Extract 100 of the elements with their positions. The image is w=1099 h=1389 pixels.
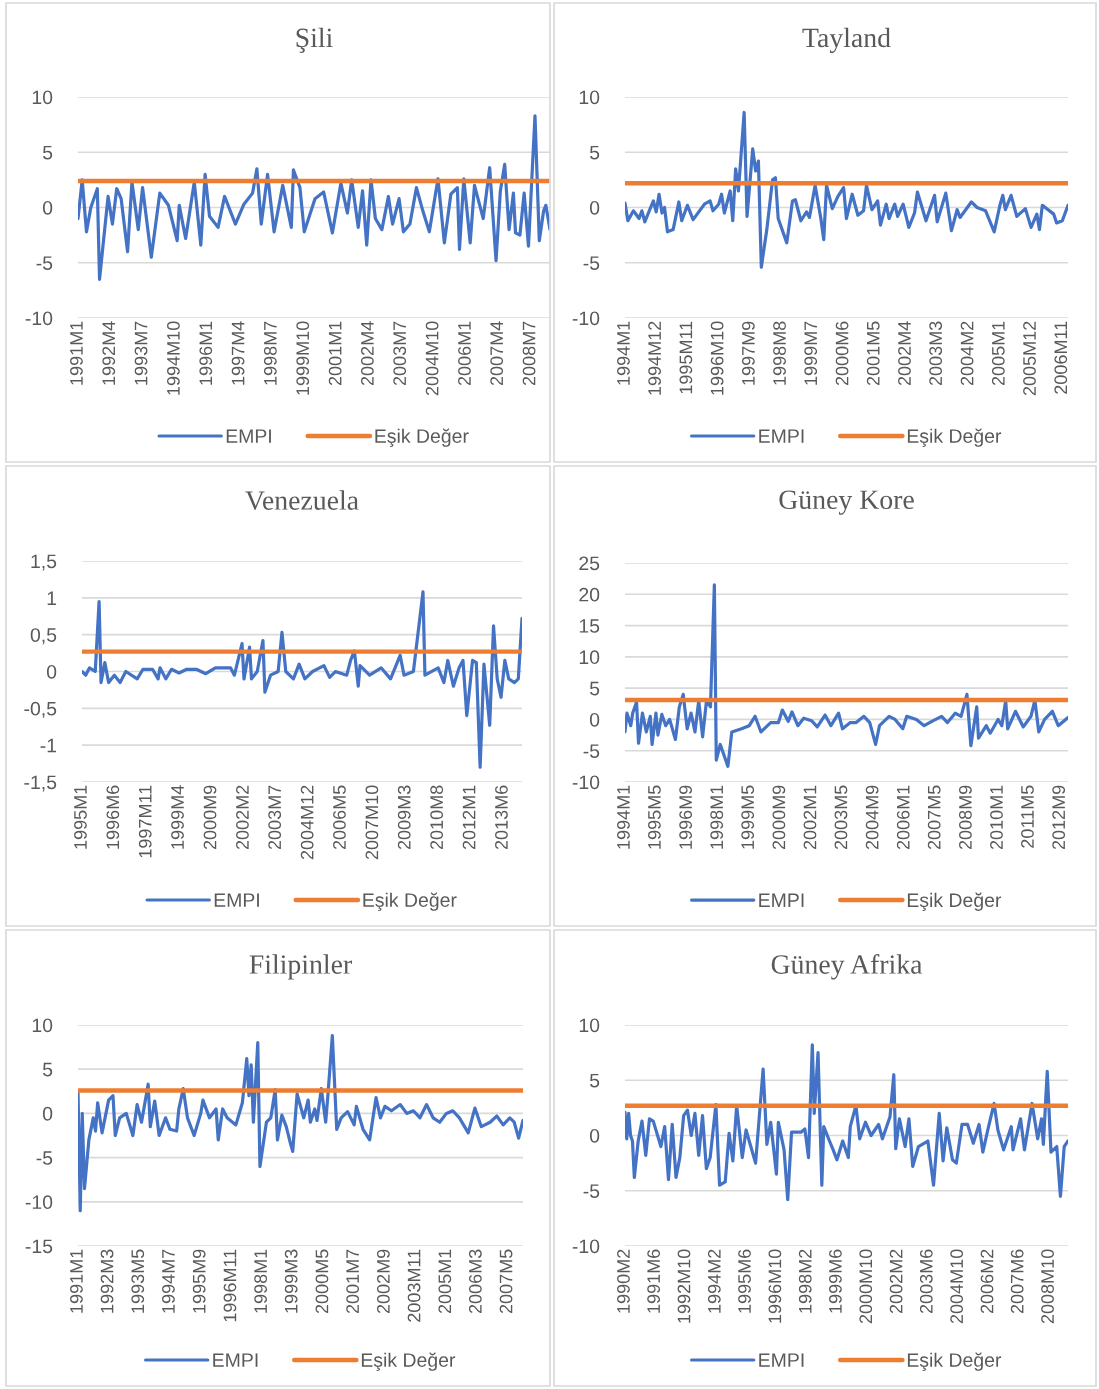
legend-label: Eşik Değer (363, 892, 457, 911)
y-tick-label: -5 (583, 256, 600, 270)
x-tick-label: 2003M3 (929, 321, 943, 386)
x-tick-label: 2007M10 (365, 785, 379, 860)
x-tick-label: 2003M11 (407, 1249, 421, 1322)
line-series (82, 590, 522, 769)
x-tick-label: 2013M6 (495, 785, 508, 850)
chart-title: Güney Kore (779, 490, 914, 515)
x-tick-label: 2000M9 (772, 785, 786, 850)
x-tick-label: 1996M10 (768, 1249, 782, 1323)
x-tick-label: 1998M1 (254, 1249, 268, 1313)
x-tick-label: 2004M2 (960, 321, 974, 386)
y-tick-label: -10 (572, 1239, 600, 1254)
x-tick-label: 2004M12 (300, 785, 314, 860)
chart-title: Şili (296, 27, 333, 53)
y-tick-label: 10 (579, 1018, 600, 1033)
x-tick-label: 2006M1 (896, 785, 910, 850)
x-tick-label: 2008M10 (1041, 1249, 1054, 1324)
x-tick-label: 1995M1 (74, 785, 87, 849)
y-tick-label: 5 (589, 1073, 600, 1088)
x-tick-label: 1992M3 (100, 1249, 114, 1313)
x-tick-label: 1990M2 (617, 1249, 630, 1313)
line-series (625, 583, 1068, 768)
x-tick-label: 1994M7 (162, 1249, 175, 1313)
y-tick-label: -10 (25, 1195, 53, 1210)
y-tick-label: 10 (32, 90, 53, 105)
legend-label: Eşik Değer (375, 428, 469, 447)
x-tick-label: 1996M6 (106, 785, 120, 849)
x-tick-label: 2007M5 (927, 785, 941, 850)
y-tick-label: 0 (589, 200, 600, 215)
x-tick-label: 1996M10 (710, 321, 724, 395)
x-tick-label: 2002M2 (236, 785, 249, 850)
x-tick-label: 1991M1 (70, 321, 83, 385)
x-tick-label: 2004M10 (950, 1249, 964, 1324)
x-tick-label: 2001M5 (866, 321, 880, 386)
legend-label: Eşik Değer (907, 1352, 1002, 1371)
legend-label: EMPI (759, 893, 804, 907)
line-series (78, 1034, 523, 1213)
legend-label: EMPI (214, 893, 259, 907)
y-tick-label: 5 (589, 681, 600, 696)
x-tick-label: 2006M5 (333, 785, 346, 850)
x-tick-label: 1997M4 (231, 321, 245, 385)
x-tick-label: 2001M7 (346, 1249, 360, 1314)
y-tick-label: -10 (572, 775, 600, 790)
x-tick-label: 1991M1 (70, 1249, 83, 1313)
y-tick-label: -5 (583, 744, 600, 758)
x-tick-label: 1998M2 (798, 1249, 812, 1313)
x-tick-label: 1994M12 (648, 321, 662, 395)
x-tick-label: 2003M5 (834, 785, 848, 850)
y-tick-label: -15 (25, 1239, 53, 1254)
x-tick-label: 2003M7 (393, 321, 407, 386)
y-tick-label: -0,5 (24, 701, 57, 718)
y-tick-label: 0 (589, 712, 600, 727)
x-tick-label: 1992M4 (102, 321, 116, 385)
x-tick-label: 1994M1 (617, 321, 630, 385)
x-tick-label: 2008M7 (522, 321, 536, 386)
x-tick-label: 1998M7 (263, 321, 277, 385)
x-tick-label: 2010M8 (430, 785, 444, 850)
x-tick-label: 1993M5 (131, 1249, 145, 1313)
x-tick-label: 2001M1 (328, 321, 342, 386)
legend-label: EMPI (759, 429, 804, 443)
x-tick-label: 1998M1 (710, 785, 724, 849)
y-tick-label: 5 (589, 145, 600, 160)
x-tick-label: 1992M10 (677, 1249, 691, 1323)
x-tick-label: 2003M6 (919, 1249, 933, 1314)
y-tick-label: 1 (47, 591, 57, 605)
x-tick-label: 2010M1 (990, 785, 1003, 850)
y-tick-label: 25 (579, 556, 600, 571)
y-tick-label: 5 (42, 1062, 53, 1077)
x-tick-label: 1999M4 (171, 785, 184, 849)
chart-title: Filipinler (249, 954, 352, 980)
x-tick-label: 2004M9 (865, 785, 879, 850)
chart-title: Güney Afrika (771, 954, 923, 980)
x-tick-label: 1991M6 (647, 1249, 661, 1313)
y-tick-label: 10 (579, 650, 600, 665)
x-tick-label: 2007M4 (490, 321, 504, 386)
legend-label: EMPI (226, 429, 271, 443)
y-tick-label: -10 (572, 311, 600, 326)
x-tick-label: 2009M3 (397, 785, 411, 850)
y-tick-label: -1 (40, 738, 57, 753)
x-tick-label: 1999M7 (804, 321, 818, 385)
x-tick-label: 1994M10 (167, 321, 180, 395)
y-tick-label: 0 (589, 1128, 600, 1143)
y-tick-label: 0 (46, 664, 57, 679)
y-tick-label: -5 (36, 1151, 53, 1165)
legend-label: EMPI (759, 1353, 804, 1367)
x-tick-label: 1999M6 (829, 1249, 842, 1313)
line-series (625, 1043, 1068, 1202)
x-tick-label: 1996M11 (223, 1249, 237, 1322)
x-tick-label: 1997M11 (138, 785, 152, 858)
x-tick-label: 2000M9 (203, 785, 217, 850)
x-tick-label: 2002M4 (360, 321, 374, 386)
x-tick-label: 1999M5 (741, 785, 755, 849)
x-tick-label: 2007M5 (499, 1249, 513, 1314)
x-tick-label: 2005M1 (991, 321, 1005, 386)
x-tick-label: 2002M4 (898, 321, 911, 386)
x-tick-label: 2000M5 (315, 1249, 329, 1314)
x-tick-label: 2000M10 (859, 1249, 873, 1324)
line-series (78, 114, 550, 281)
y-tick-label: -1,5 (24, 775, 57, 792)
